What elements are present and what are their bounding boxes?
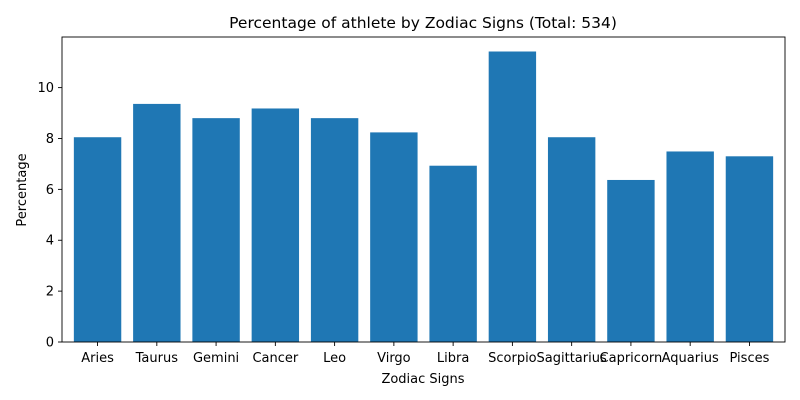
x-tick-label: Pisces (730, 351, 770, 366)
bar-aries (73, 137, 122, 342)
x-tick-label: Aquarius (662, 351, 719, 366)
bar-scorpio (488, 51, 537, 343)
bar-cancer (251, 108, 300, 342)
bar-taurus (133, 103, 181, 342)
x-tick-label: Aries (81, 351, 114, 366)
x-tick-label: Leo (323, 351, 346, 366)
y-axis-ticks: 0 2 4 6 8 10 (37, 81, 62, 351)
bars-group (73, 51, 774, 343)
bar-virgo (370, 132, 418, 342)
x-tick-label: Virgo (377, 351, 411, 366)
bar-sagittarius (547, 137, 596, 342)
x-tick-label: Sagittarius (537, 351, 607, 366)
bar-gemini (192, 118, 240, 342)
bar-aquarius (666, 151, 714, 342)
bar-leo (310, 118, 359, 342)
x-tick-label: Taurus (135, 351, 179, 366)
y-tick-label: 2 (46, 285, 54, 300)
y-tick-label: 4 (46, 234, 54, 249)
chart-title: Percentage of athlete by Zodiac Signs (T… (229, 14, 617, 32)
y-tick-label: 8 (46, 132, 54, 147)
bar-capricorn (607, 179, 655, 342)
y-tick-label: 10 (37, 81, 54, 96)
x-tick-label: Cancer (252, 351, 298, 366)
y-axis-label: Percentage (15, 153, 30, 226)
x-axis-ticks: Aries Taurus Gemini Cancer Leo Virgo Libra Scor… (81, 342, 770, 366)
y-tick-label: 6 (46, 183, 54, 198)
bar-libra (429, 165, 477, 342)
x-axis-label: Zodiac Signs (381, 372, 464, 387)
bar-pisces (725, 156, 774, 342)
x-tick-label: Gemini (193, 351, 239, 366)
x-tick-label: Libra (437, 351, 469, 366)
x-tick-label: Capricorn (600, 351, 663, 366)
y-tick-label: 0 (46, 336, 54, 351)
plot-frame (61, 36, 786, 343)
x-tick-label: Scorpio (488, 351, 537, 366)
